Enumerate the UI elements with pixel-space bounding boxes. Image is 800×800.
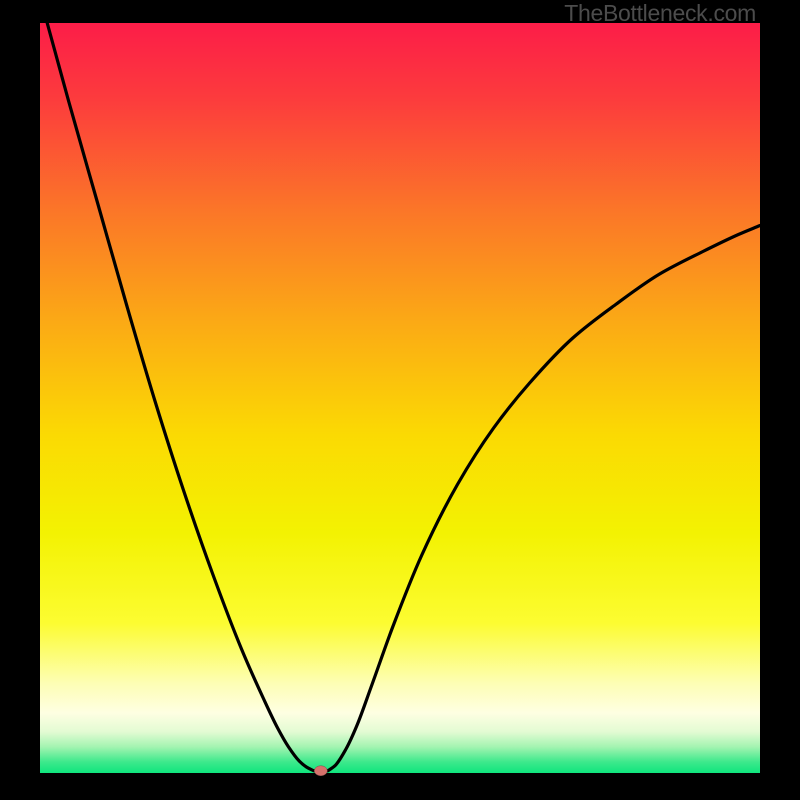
plot-background — [40, 23, 760, 773]
attribution-text: TheBottleneck.com — [564, 0, 756, 27]
bottleneck-curve-chart — [0, 0, 800, 800]
optimal-point-marker — [314, 766, 327, 776]
chart-root: TheBottleneck.com — [0, 0, 800, 800]
